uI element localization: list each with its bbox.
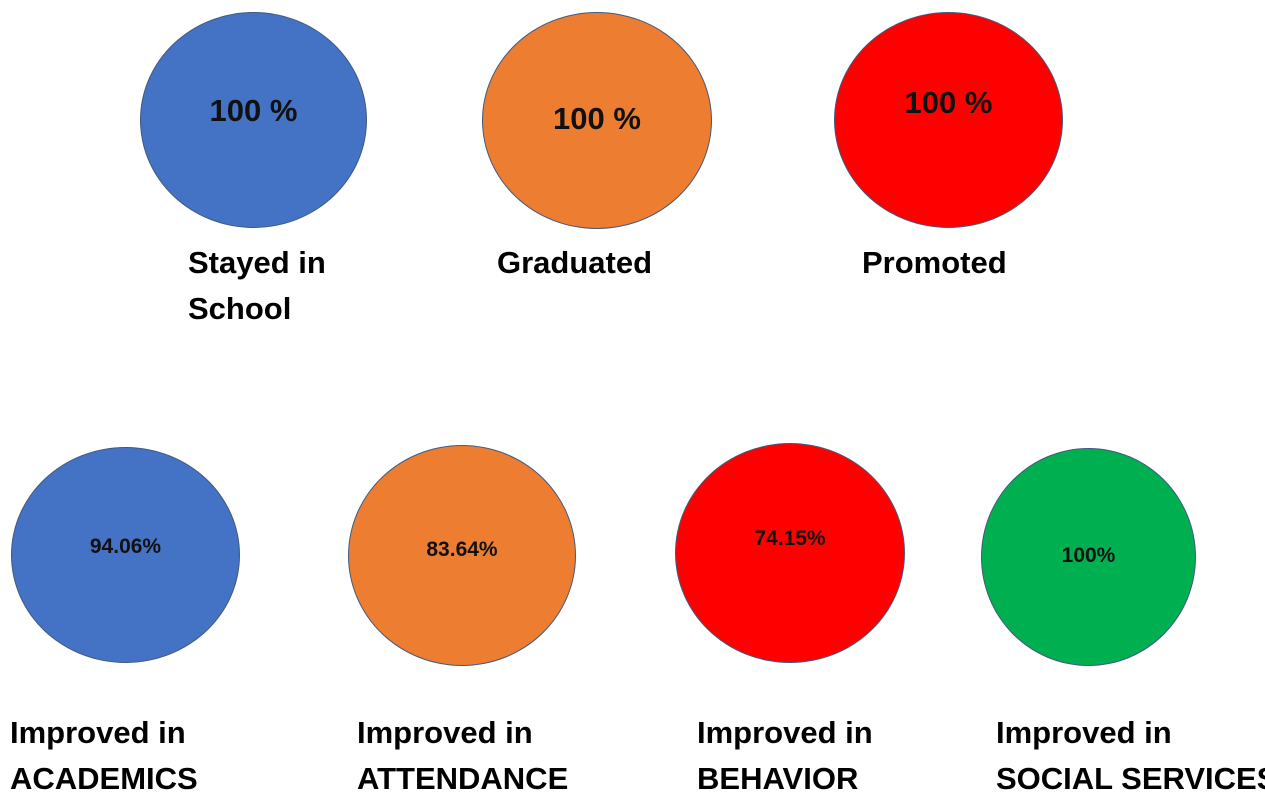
attendance-label-line2: ATTENDANCE xyxy=(357,761,569,796)
graduated-label-line1: Graduated xyxy=(497,245,653,280)
attendance-label: Improved in ATTENDANCE xyxy=(357,710,568,802)
graduated-value: 100 % xyxy=(553,101,641,136)
promoted-label-line1: Promoted xyxy=(862,245,1007,280)
social-services-label-line2: SOCIAL SERVICES xyxy=(996,761,1265,796)
behavior-label-line1: Improved in xyxy=(697,715,873,750)
academics-value: 94.06% xyxy=(89,535,162,558)
promoted-label: Promoted xyxy=(862,240,1007,286)
social-services-circle: 100% xyxy=(981,448,1196,666)
promoted-value: 100 % xyxy=(904,85,993,120)
graduated-circle: 100 % xyxy=(482,12,712,229)
attendance-value: 83.64% xyxy=(426,538,498,561)
behavior-circle: 74.15% xyxy=(675,443,905,663)
social-services-value: 100% xyxy=(1061,544,1116,567)
stayed-in-school-circle: 100 % xyxy=(140,12,367,228)
behavior-value: 74.15% xyxy=(754,527,826,550)
behavior-label: Improved in BEHAVIOR xyxy=(697,710,873,802)
social-services-label-line1: Improved in xyxy=(996,715,1172,750)
promoted-circle: 100 % xyxy=(834,12,1063,228)
stayed-in-school-label-line2: School xyxy=(188,291,292,326)
attendance-circle: 83.64% xyxy=(348,445,576,666)
stayed-in-school-label-line1: Stayed in xyxy=(188,245,326,280)
attendance-label-line1: Improved in xyxy=(357,715,533,750)
graduated-label: Graduated xyxy=(497,240,652,286)
behavior-label-line2: BEHAVIOR xyxy=(697,761,859,796)
stayed-in-school-value: 100 % xyxy=(209,93,298,128)
stayed-in-school-label: Stayed in School xyxy=(188,240,326,332)
academics-label-line1: Improved in xyxy=(10,715,186,750)
academics-label-line2: ACADEMICS xyxy=(10,761,198,796)
social-services-label: Improved in SOCIAL SERVICES xyxy=(996,710,1265,802)
academics-label: Improved in ACADEMICS xyxy=(10,710,198,802)
academics-circle: 94.06% xyxy=(11,447,240,663)
